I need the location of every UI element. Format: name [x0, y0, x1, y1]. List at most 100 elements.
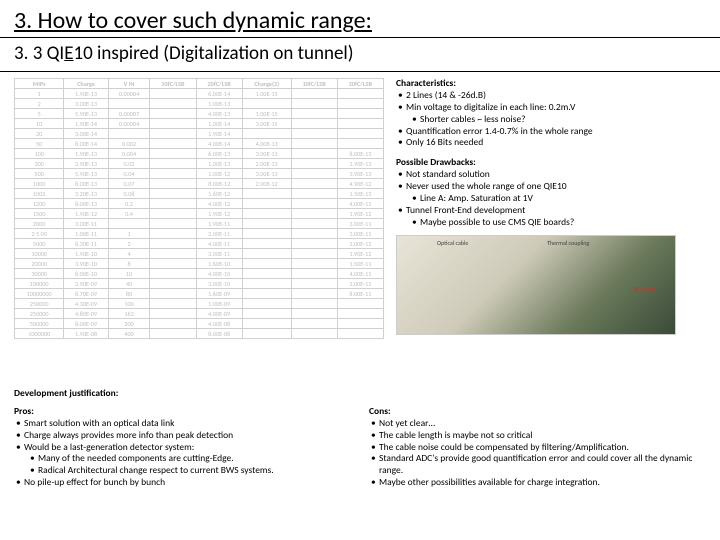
table-cell: 1.60E-12 [196, 189, 242, 199]
table-cell: 4 [108, 249, 150, 259]
page-subtitle: 3. 3 QIE10 inspired (Digitalization on t… [0, 38, 720, 72]
table-cell: 3.90E-09 [64, 279, 108, 289]
table-cell [108, 129, 150, 139]
table-cell [291, 309, 337, 319]
table-cell [291, 319, 337, 329]
table-cell: 0.02 [108, 159, 150, 169]
cons-heading: Cons: [369, 405, 391, 417]
table-row: 300008.00E-10104.00E-104.00E-11 [15, 269, 384, 279]
page-title: 3. How to cover such dynamic range: [0, 0, 720, 38]
table-cell [150, 159, 196, 169]
pros-cons-row: Pros: Smart solution with an optical dat… [14, 406, 710, 489]
table-cell: 8.00E-13 [337, 149, 383, 159]
list-item: Never used the whole range of one QIE10L… [396, 181, 710, 205]
list-item: 2 Lines (14 & -26d.B) [396, 90, 710, 102]
table-cell: 1.00E-15 [242, 89, 291, 99]
table-cell: 3.00E-11 [337, 229, 383, 239]
table-cell [108, 99, 150, 109]
table-cell [150, 219, 196, 229]
table-cell [291, 89, 337, 99]
table-row: 20003.00E-111.90E-113.00E-11 [15, 219, 384, 229]
table-row: 11.90E-130.000046.00E-141.00E-15 [15, 89, 384, 99]
table-cell: 2.00E-13 [242, 159, 291, 169]
table-cell [150, 279, 196, 289]
table-cell: 4.00E-13 [196, 109, 242, 119]
table-cell: 8 [108, 259, 150, 269]
right-column: Characteristics: 2 Lines (14 & -26d.B)Mi… [390, 72, 720, 339]
table-row: 2500004.30E-091001.00E-09 [15, 299, 384, 309]
table-cell [150, 299, 196, 309]
table-cell [150, 169, 196, 179]
table-cell [291, 169, 337, 179]
table-cell: 400 [108, 329, 150, 339]
table-row: 100001.90E-1043.00E-111.90E-12 [15, 249, 384, 259]
table-cell: 1.90E-11 [196, 219, 242, 229]
table-cell [242, 189, 291, 199]
pros-heading: Pros: [14, 405, 34, 417]
table-cell: 3.90E-13 [64, 159, 108, 169]
table-row: 200003.90E-1081.60E-101.50E-11 [15, 259, 384, 269]
table-cell [242, 99, 291, 109]
table-cell: 2 [15, 99, 64, 109]
table-cell: 1000000 [15, 329, 64, 339]
table-cell: 1.60E-10 [196, 259, 242, 269]
hw-label-1: Optical cable [437, 240, 468, 248]
table-cell [150, 239, 196, 249]
table-cell: 1.00E-09 [196, 299, 242, 309]
table-cell [291, 149, 337, 159]
table-cell: 4.00E-11 [337, 269, 383, 279]
list-item: Standard ADC's provide good quantificati… [369, 453, 710, 477]
table-cell: 4.00E-11 [196, 239, 242, 249]
table-cell [337, 329, 383, 339]
drawbacks-list: Not standard solutionNever used the whol… [396, 169, 710, 228]
table-row: 15001.90E-120.41.90E-121.90E-12 [15, 209, 384, 219]
table-cell [242, 219, 291, 229]
table-cell: 3.00E-11 [196, 249, 242, 259]
table-cell: 1.00E-13 [196, 159, 242, 169]
table-cell: 4.00E-14 [196, 139, 242, 149]
table-cell [242, 279, 291, 289]
table-cell: 3.00E-13 [242, 149, 291, 159]
list-item: Only 16 Bits needed [396, 137, 710, 149]
table-cell [291, 209, 337, 219]
characteristics-heading: Characteristics: [396, 77, 456, 89]
table-cell: 500 [15, 169, 64, 179]
table-cell [242, 259, 291, 269]
table-row: 50008.30E-1124.00E-113.00E-12 [15, 239, 384, 249]
table-cell [337, 129, 383, 139]
table-cell: 4.00E-10 [196, 269, 242, 279]
characteristics-list: 2 Lines (14 & -26d.B)Min voltage to digi… [396, 90, 710, 149]
list-item: Line A: Amp. Saturation at 1V [406, 193, 710, 205]
table-cell: 8.00E-09 [64, 319, 108, 329]
table-cell: 8.30E-11 [64, 239, 108, 249]
table-cell [291, 229, 337, 239]
pros-column: Pros: Smart solution with an optical dat… [14, 406, 355, 489]
table-cell [291, 159, 337, 169]
table-cell [337, 309, 383, 319]
table-cell: 4.80E-09 [64, 309, 108, 319]
table-cell: 5000 [15, 239, 64, 249]
table-cell: 1.90E-13 [64, 89, 108, 99]
table-cell: 4.00E-13 [242, 139, 291, 149]
table-cell [242, 239, 291, 249]
table-row: 2003.90E-130.021.00E-132.00E-131.90E-13 [15, 159, 384, 169]
list-item: Min voltage to digitalize in each line: … [396, 102, 710, 126]
table-cell: 4.90E-12 [337, 179, 383, 189]
table-cell: 4.00E-12 [196, 199, 242, 209]
table-cell: 4.30E-09 [64, 299, 108, 309]
table-cell: 1.00E-14 [196, 119, 242, 129]
table-cell: 1.00E-13 [196, 99, 242, 109]
table-cell [291, 199, 337, 209]
table-cell [242, 129, 291, 139]
table-cell: 1.90E-12 [337, 209, 383, 219]
drawbacks-heading: Possible Drawbacks: [396, 156, 476, 168]
table-cell: 8.00E-12 [196, 179, 242, 189]
table-cell: 6.00E-13 [196, 149, 242, 159]
table-cell: 2.00E-11 [196, 229, 242, 239]
table-cell: 500000 [15, 319, 64, 329]
table-cell: 1.00E-12 [196, 169, 242, 179]
table-cell: 0.08 [108, 189, 150, 199]
table-cell: 1.90E-12 [196, 209, 242, 219]
table-cell: 40 [108, 279, 150, 289]
cons-list: Not yet clear…The cable length is maybe … [369, 418, 710, 489]
